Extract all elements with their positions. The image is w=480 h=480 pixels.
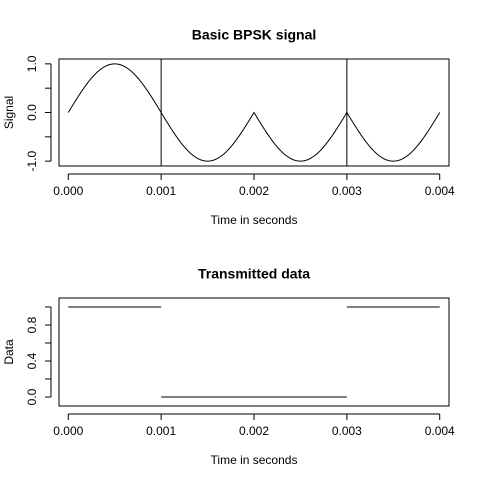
x-tick-label: 0.000	[53, 184, 83, 198]
y-tick-label: 0.4	[25, 352, 39, 369]
x-tick-label: 0.002	[239, 184, 269, 198]
y-tick-label: 0.8	[25, 316, 39, 333]
y-tick-label: 0.0	[25, 388, 39, 405]
chart-title: Basic BPSK signal	[192, 27, 317, 43]
bpsk-signal-chart: Basic BPSK signal Time in seconds Signal 0.…	[2, 27, 455, 227]
x-tick-label: 0.003	[332, 424, 362, 438]
transmitted-data-chart: Transmitted data Time in seconds Data 0.000…	[2, 266, 455, 467]
y-tick-label: 0.0	[25, 104, 39, 121]
y-tick-label: -1.0	[25, 150, 39, 171]
x-tick-label: 0.004	[425, 424, 455, 438]
chart-title: Transmitted data	[198, 266, 310, 282]
x-tick-label: 0.003	[332, 184, 362, 198]
y-axis-label: Signal	[2, 96, 16, 129]
x-tick-label: 0.001	[146, 184, 176, 198]
plot-frame	[58, 58, 450, 167]
x-tick-label: 0.001	[146, 424, 176, 438]
x-axis-label: Time in seconds	[211, 453, 298, 467]
y-axis-label: Data	[2, 339, 16, 365]
x-tick-label: 0.004	[425, 184, 455, 198]
bpsk-signal-line	[67, 63, 441, 162]
x-axis-label: Time in seconds	[211, 213, 298, 227]
x-tick-label: 0.000	[53, 424, 83, 438]
x-tick-label: 0.002	[239, 424, 269, 438]
plot-frame	[58, 297, 450, 407]
y-tick-label: 1.0	[25, 55, 39, 72]
